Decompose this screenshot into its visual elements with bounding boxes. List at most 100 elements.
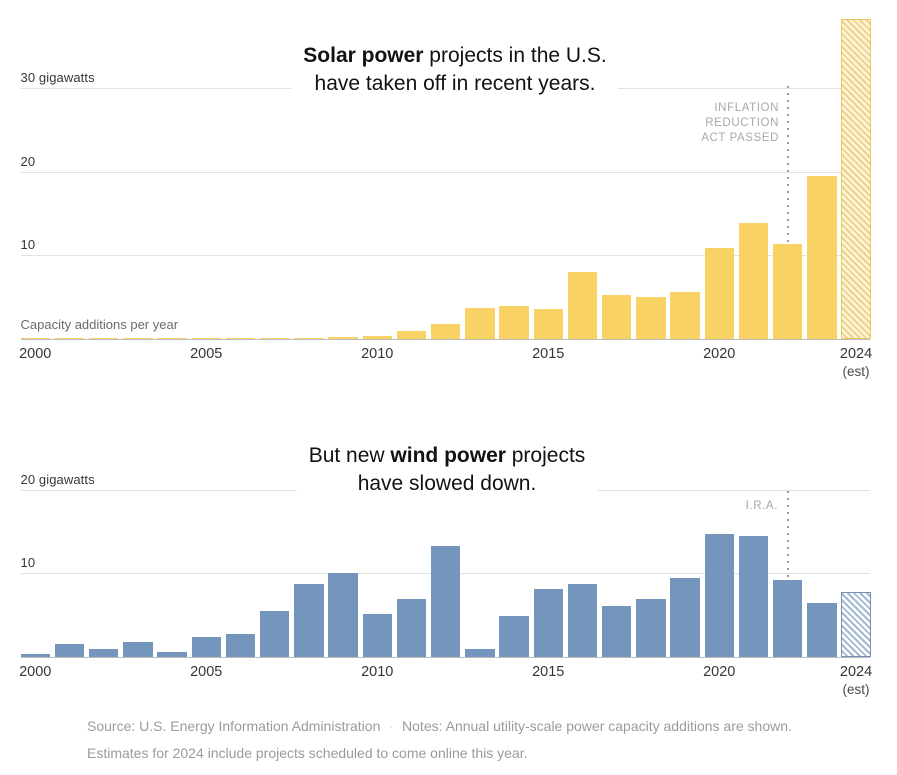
wind-bar-2006 [225, 633, 256, 657]
solar-x-axis-label-2010: 2010 [361, 346, 394, 362]
solar-bar-2003 [123, 338, 153, 339]
wind-bar-2015 [533, 589, 563, 657]
solar-bar-2018 [636, 297, 666, 339]
wind-ira-event-line [786, 491, 789, 657]
solar-ira-annotation-line: ACT PASSED [701, 132, 779, 144]
solar-bar-2009 [328, 337, 358, 339]
wind-bar-2020 [704, 533, 734, 657]
wind-x-axis-line [20, 657, 870, 658]
wind-ira-annotation-line: I.R.A. [745, 500, 778, 512]
solar-y-axis-label-30: 30 gigawatts [20, 69, 95, 85]
solar-gridline-30 [20, 87, 870, 89]
wind-y-axis-label-20: 20 gigawatts [20, 471, 95, 487]
solar-bar-2004 [157, 338, 187, 339]
solar-x-axis-line [20, 339, 870, 340]
wind-x-axis-label-2020: 2020 [703, 664, 736, 680]
wind-y-axis-label-10: 10 [20, 555, 36, 571]
solar-bar-2016 [567, 272, 598, 339]
solar-title-line2: have taken off in recent years. [314, 72, 596, 95]
solar-ira-annotation-line: INFLATION [714, 102, 779, 114]
wind-title-bold: wind power [390, 444, 506, 467]
wind-title-line2: have slowed down. [357, 472, 537, 495]
solar-bar-2000 [20, 338, 50, 339]
wind-x-axis-sublabel-est: (est) [842, 682, 870, 697]
wind-x-axis-label-2015: 2015 [532, 664, 565, 680]
solar-x-axis-label-2000: 2000 [19, 346, 52, 362]
solar-bar-2011 [396, 330, 427, 339]
solar-bar-2006 [225, 338, 256, 339]
separator-dot: · [389, 721, 394, 733]
solar-gridline-10 [20, 255, 870, 257]
wind-ira-annotation: I.R.A. [618, 499, 778, 514]
solar-y-axis-label-20: 20 [20, 153, 36, 169]
wind-bar-2014 [499, 615, 529, 657]
solar-title-bold: Solar power [303, 44, 424, 67]
solar-x-axis-label-2005: 2005 [190, 346, 223, 362]
wind-bar-2005 [191, 636, 221, 657]
solar-chart-title: Solar power projects in the U.S. have tak… [291, 40, 619, 100]
wind-x-axis-label-2000: 2000 [19, 664, 52, 680]
wind-bar-2004 [157, 651, 187, 657]
source-text: Source: U.S. Energy Information Administ… [87, 718, 381, 734]
wind-bar-2003 [123, 641, 153, 657]
solar-bar-estimated-2024 [841, 19, 871, 339]
solar-x-axis-label-2015: 2015 [532, 346, 565, 362]
wind-gridline-10 [20, 573, 870, 575]
solar-y-axis-label-10: 10 [20, 237, 36, 253]
wind-bar-2018 [636, 599, 666, 657]
solar-bar-2021 [738, 222, 769, 339]
solar-bar-2008 [294, 337, 324, 339]
wind-bar-2011 [396, 599, 427, 657]
solar-bar-2020 [704, 247, 734, 339]
solar-bar-2017 [601, 294, 632, 339]
wind-bar-2000 [20, 654, 50, 657]
wind-bar-2022 [772, 579, 803, 657]
wind-bar-2019 [670, 578, 700, 657]
solar-bar-2002 [88, 338, 119, 339]
notes-text: Notes: Annual utility-scale power capaci… [87, 718, 792, 761]
wind-bar-2017 [601, 605, 632, 657]
solar-bar-2007 [259, 338, 290, 339]
solar-bar-2001 [54, 338, 85, 339]
wind-x-axis-label-2010: 2010 [361, 664, 394, 680]
solar-ira-annotation: INFLATION REDUCTION ACT PASSED [619, 101, 779, 146]
solar-bar-2013 [465, 308, 495, 339]
solar-bar-2023 [807, 175, 837, 339]
solar-bar-2012 [430, 323, 461, 339]
solar-x-axis-sublabel-est: (est) [842, 364, 870, 379]
solar-bar-2019 [670, 292, 700, 339]
solar-ira-annotation-line: REDUCTION [705, 117, 779, 129]
solar-ira-event-line [786, 86, 789, 339]
wind-bar-2001 [54, 643, 85, 657]
solar-x-axis-label-2024: 2024 (est) [839, 346, 873, 379]
wind-x-axis-label-2024: 2024 (est) [839, 664, 873, 697]
solar-bar-2014 [499, 305, 529, 339]
wind-bar-2008 [294, 584, 324, 657]
solar-bar-2010 [362, 336, 392, 339]
wind-bar-estimated-2024 [841, 591, 871, 657]
wind-gridline-20 [20, 489, 870, 491]
wind-bar-2016 [567, 584, 598, 657]
wind-bar-2012 [430, 545, 461, 657]
wind-bar-2002 [88, 649, 119, 657]
solar-bar-2015 [533, 308, 563, 339]
wind-bar-2009 [328, 573, 358, 657]
wind-x-axis-label-2005: 2005 [190, 664, 223, 680]
wind-bar-2010 [362, 614, 392, 657]
wind-bar-2013 [465, 648, 495, 657]
solar-axis-note: Capacity additions per year [20, 317, 179, 332]
wind-bar-2021 [738, 535, 769, 657]
solar-bar-2005 [191, 338, 221, 339]
wind-title-line1: But new wind power projects [308, 444, 586, 467]
solar-title-line1: Solar power projects in the U.S. [303, 44, 607, 67]
footer-note: Source: U.S. Energy Information Administ… [87, 713, 811, 766]
wind-chart-title: But new wind power projects have slowed d… [296, 440, 598, 500]
solar-bar-2022 [772, 243, 803, 339]
wind-bar-2007 [259, 610, 290, 657]
solar-gridline-20 [20, 171, 870, 173]
solar-x-axis-label-2020: 2020 [703, 346, 736, 362]
wind-bar-2023 [807, 602, 837, 657]
